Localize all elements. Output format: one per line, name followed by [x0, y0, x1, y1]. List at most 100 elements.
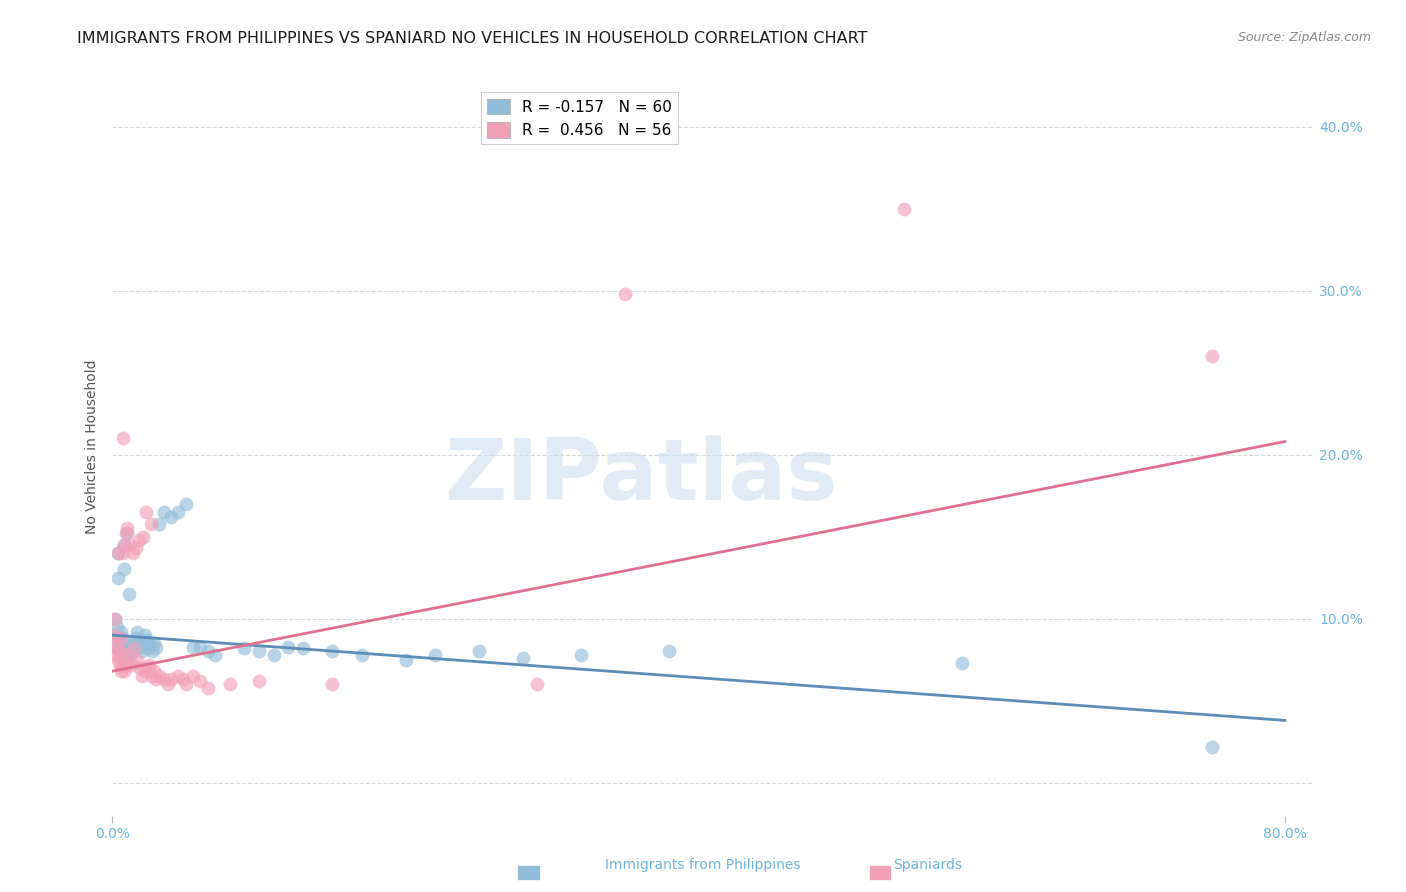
Point: [197, 644, 219, 658]
Point: [110, 624, 132, 639]
Text: Immigrants from Philippines: Immigrants from Philippines: [605, 858, 801, 872]
Point: [174, 677, 197, 691]
Point: [129, 661, 152, 675]
Point: [614, 287, 637, 301]
Point: [131, 669, 153, 683]
Point: [121, 646, 143, 660]
Point: [141, 669, 163, 683]
Point: [114, 648, 136, 662]
Point: [128, 533, 150, 547]
Point: [145, 641, 167, 656]
Point: [571, 648, 593, 662]
Point: [108, 636, 131, 650]
Point: [111, 657, 134, 672]
Point: [127, 653, 149, 667]
Point: [321, 677, 343, 691]
Point: [132, 530, 155, 544]
Point: [128, 634, 150, 648]
Point: [658, 644, 681, 658]
Point: [107, 653, 129, 667]
Point: [111, 431, 134, 445]
Point: [321, 644, 343, 658]
Point: [218, 677, 240, 691]
Point: [233, 641, 256, 656]
Point: [190, 640, 212, 654]
Point: [247, 644, 270, 658]
Point: [120, 640, 142, 654]
Point: [152, 673, 174, 687]
Point: [138, 636, 160, 650]
Point: [114, 526, 136, 541]
Point: [103, 628, 125, 642]
Point: [136, 641, 159, 656]
Point: [134, 664, 156, 678]
Point: [108, 657, 131, 672]
Point: [148, 516, 170, 531]
Point: [247, 673, 270, 688]
Point: [135, 633, 157, 648]
Point: [115, 526, 138, 541]
Point: [115, 653, 138, 667]
Legend: R = -0.157   N = 60, R =  0.456   N = 56: R = -0.157 N = 60, R = 0.456 N = 56: [481, 93, 678, 145]
Point: [111, 632, 134, 646]
Point: [181, 669, 204, 683]
Point: [112, 664, 135, 678]
Point: [120, 538, 142, 552]
Point: [105, 648, 128, 662]
Point: [107, 571, 129, 585]
Point: [104, 612, 127, 626]
Point: [115, 521, 138, 535]
Point: [125, 632, 148, 646]
Point: [148, 669, 170, 683]
Point: [172, 673, 194, 687]
Text: Spaniards: Spaniards: [893, 858, 963, 872]
Point: [468, 644, 491, 658]
Point: [103, 628, 125, 642]
Point: [142, 664, 165, 678]
Point: [167, 505, 190, 519]
Point: [121, 657, 143, 672]
Point: [112, 538, 135, 552]
Text: Source: ZipAtlas.com: Source: ZipAtlas.com: [1237, 31, 1371, 45]
Point: [108, 648, 131, 662]
Point: [111, 546, 134, 560]
Point: [104, 612, 127, 626]
Point: [1201, 349, 1223, 363]
Point: [134, 628, 156, 642]
Point: [124, 636, 146, 650]
Point: [105, 632, 128, 646]
Point: [135, 505, 157, 519]
Point: [174, 497, 197, 511]
Point: [107, 546, 129, 560]
Point: [131, 644, 153, 658]
Point: [277, 640, 299, 654]
Point: [139, 516, 162, 531]
Point: [145, 673, 167, 687]
Point: [394, 653, 416, 667]
Point: [350, 648, 373, 662]
Point: [526, 677, 548, 691]
Point: [197, 681, 219, 695]
Point: [512, 651, 534, 665]
Point: [117, 587, 139, 601]
Point: [152, 505, 174, 519]
Point: [105, 641, 128, 656]
Point: [112, 562, 135, 576]
Text: IMMIGRANTS FROM PHILIPPINES VS SPANIARD NO VEHICLES IN HOUSEHOLD CORRELATION CHA: IMMIGRANTS FROM PHILIPPINES VS SPANIARD …: [77, 31, 868, 46]
Point: [127, 624, 149, 639]
Point: [423, 648, 446, 662]
Point: [122, 546, 145, 560]
Point: [160, 673, 183, 687]
Point: [122, 641, 145, 656]
Point: [111, 653, 134, 667]
Point: [105, 620, 128, 634]
Point: [110, 632, 132, 646]
Point: [115, 644, 138, 658]
Point: [1201, 739, 1223, 754]
Point: [157, 677, 180, 691]
Text: ZIPatlas: ZIPatlas: [444, 434, 838, 517]
Point: [110, 664, 132, 678]
Point: [204, 648, 226, 662]
Point: [190, 673, 212, 688]
Point: [124, 641, 146, 656]
